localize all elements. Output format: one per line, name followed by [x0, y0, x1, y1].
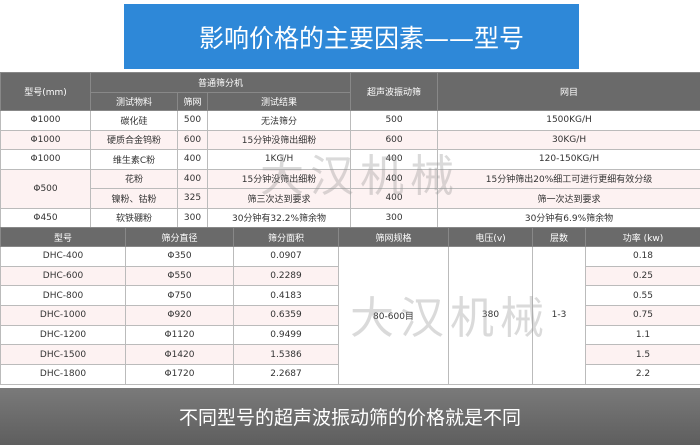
cell-area: 0.6359: [233, 305, 339, 326]
table-row: Φ450 软铁硼粉 300 30分钟有32.2%筛余物 300 30分钟有6.9%筛余物: [0, 207, 700, 228]
cell-power: 1.1: [585, 324, 700, 346]
cell-diameter: Φ1720: [125, 364, 234, 385]
cell-material: 硬质合金钨粉: [90, 129, 178, 150]
cell-model: DHC-1800: [0, 364, 126, 385]
cell-u-mesh: 500: [350, 110, 439, 131]
header-model: 型号(mm): [0, 72, 91, 111]
cell-material: 花粉: [90, 168, 178, 189]
cell-material: 碳化硅: [90, 110, 178, 131]
cell-u-result: 筛一次达到要求: [437, 188, 700, 209]
cell-power: 0.18: [585, 246, 700, 267]
header-power: 功率 (kw): [585, 227, 700, 247]
header-ultrasonic: 超声波振动筛: [350, 72, 439, 111]
table-row: Φ1000 碳化硅 500 无法筛分 500 1500KG/H: [0, 110, 700, 131]
header-mesh: 筛网: [177, 92, 208, 111]
cell-u-result: 1500KG/H: [437, 110, 700, 131]
cell-diameter: Φ1420: [125, 344, 234, 366]
cell-power: 1.5: [585, 344, 700, 366]
table-row: DHC-1800 Φ1720 2.2687 2.2: [0, 364, 700, 385]
cell-u-result: 120-150KG/H: [437, 149, 700, 170]
header-ultra-result: 网目: [437, 72, 700, 111]
cell-diameter: Φ750: [125, 285, 234, 307]
cell-mesh: 400: [177, 149, 208, 170]
cell-result: 15分钟没筛出细粉: [206, 129, 352, 150]
cell-diameter: Φ550: [125, 265, 234, 287]
cell-u-mesh: 600: [350, 129, 439, 150]
table-row: Φ1000 维生素C粉 400 1KG/H 400 120-150KG/H: [0, 149, 700, 170]
cell-area: 0.4183: [233, 285, 339, 307]
cell-material: 维生素C粉: [90, 149, 178, 170]
table-row: Φ500 花粉 400 15分钟没筛出细粉 400 15分钟筛出20%细工可进行更细有效分…: [0, 168, 700, 209]
cell-model: DHC-1200: [0, 324, 126, 346]
cell-model: DHC-1500: [0, 344, 126, 366]
cell-model: Φ450: [0, 207, 91, 228]
table-row: 镍粉、钴粉 325 筛三次达到要求 400 筛一次达到要求: [1, 188, 700, 209]
cell-area: 0.2289: [233, 265, 339, 287]
cell-mesh-spec: 80-600目: [338, 246, 449, 385]
header-diameter: 筛分直径: [125, 227, 234, 247]
cell-power: 2.2: [585, 364, 700, 385]
cell-result: 筛三次达到要求: [206, 188, 352, 209]
cell-area: 2.2687: [233, 364, 339, 385]
cell-model: DHC-800: [0, 285, 126, 307]
cell-layers: 1-3: [532, 246, 586, 385]
header-model: 型号: [0, 227, 126, 247]
cell-area: 0.0907: [233, 246, 339, 267]
cell-material: 软铁硼粉: [90, 207, 178, 228]
header-ordinary: 普通筛分机: [89, 72, 352, 93]
cell-power: 0.75: [585, 305, 700, 326]
cell-diameter: Φ350: [125, 246, 234, 267]
cell-area: 1.5386: [233, 344, 339, 366]
header-layers: 层数: [532, 227, 586, 247]
header-area: 筛分面积: [233, 227, 339, 247]
model-spec-table: 型号 筛分直径 筛分面积 筛网规格 电压(v) 层数 功率 (kw) DHC-4…: [0, 227, 700, 385]
cell-mesh: 600: [177, 129, 208, 150]
cell-mesh: 325: [177, 188, 208, 209]
cell-u-mesh: 400: [350, 168, 439, 189]
cell-result: 1KG/H: [206, 149, 352, 170]
table-row: DHC-1200 Φ1120 0.9499 1.1: [0, 324, 700, 346]
table-row: DHC-400 Φ350 0.0907 80-600目 380 1-3 0.18: [0, 246, 700, 385]
cell-model: Φ1000: [0, 149, 91, 170]
cell-model: Φ500: [0, 168, 91, 209]
comparison-table: 型号(mm) 普通筛分机 超声波振动筛 网目 测试物料 筛网 测试结果 Φ100…: [0, 72, 700, 228]
cell-mesh: 500: [177, 110, 208, 131]
cell-model: Φ1000: [0, 129, 91, 150]
footer-banner: 不同型号的超声波振动筛的价格就是不同: [0, 388, 700, 445]
cell-result: 15分钟没筛出细粉: [206, 168, 352, 189]
cell-diameter: Φ1120: [125, 324, 234, 346]
cell-model: DHC-600: [0, 265, 126, 287]
cell-power: 0.55: [585, 285, 700, 307]
cell-u-result: 15分钟筛出20%细工可进行更细有效分级: [437, 168, 700, 189]
cell-model: DHC-1000: [0, 305, 126, 326]
cell-u-result: 30KG/H: [437, 129, 700, 150]
cell-mesh: 400: [177, 168, 208, 189]
table-row: DHC-800 Φ750 0.4183 0.55: [0, 285, 700, 307]
cell-model: DHC-400: [0, 246, 126, 267]
banner-title: 影响价格的主要因素——型号: [198, 23, 524, 53]
cell-mesh: 300: [177, 207, 208, 228]
cell-model: Φ1000: [0, 110, 91, 131]
cell-u-mesh: 400: [350, 188, 439, 209]
cell-u-result: 30分钟有6.9%筛余物: [437, 207, 700, 228]
cell-power: 0.25: [585, 265, 700, 287]
cell-u-mesh: 300: [350, 207, 439, 228]
cell-area: 0.9499: [233, 324, 339, 346]
cell-diameter: Φ920: [125, 305, 234, 326]
cell-u-mesh: 400: [350, 149, 439, 170]
table-row: Φ1000 硬质合金钨粉 600 15分钟没筛出细粉 600 30KG/H: [0, 129, 700, 150]
header-voltage: 电压(v): [448, 227, 533, 247]
cell-result: 无法筛分: [206, 110, 352, 131]
cell-result: 30分钟有32.2%筛余物: [206, 207, 352, 228]
cell-material: 镍粉、钴粉: [90, 188, 178, 209]
header-result: 测试结果: [206, 92, 352, 111]
cell-voltage: 380: [448, 246, 533, 385]
header-material: 测试物料: [90, 92, 178, 111]
header-mesh-spec: 筛网规格: [338, 227, 449, 247]
footer-text: 不同型号的超声波振动筛的价格就是不同: [178, 407, 521, 429]
title-banner: 影响价格的主要因素——型号: [124, 4, 579, 69]
